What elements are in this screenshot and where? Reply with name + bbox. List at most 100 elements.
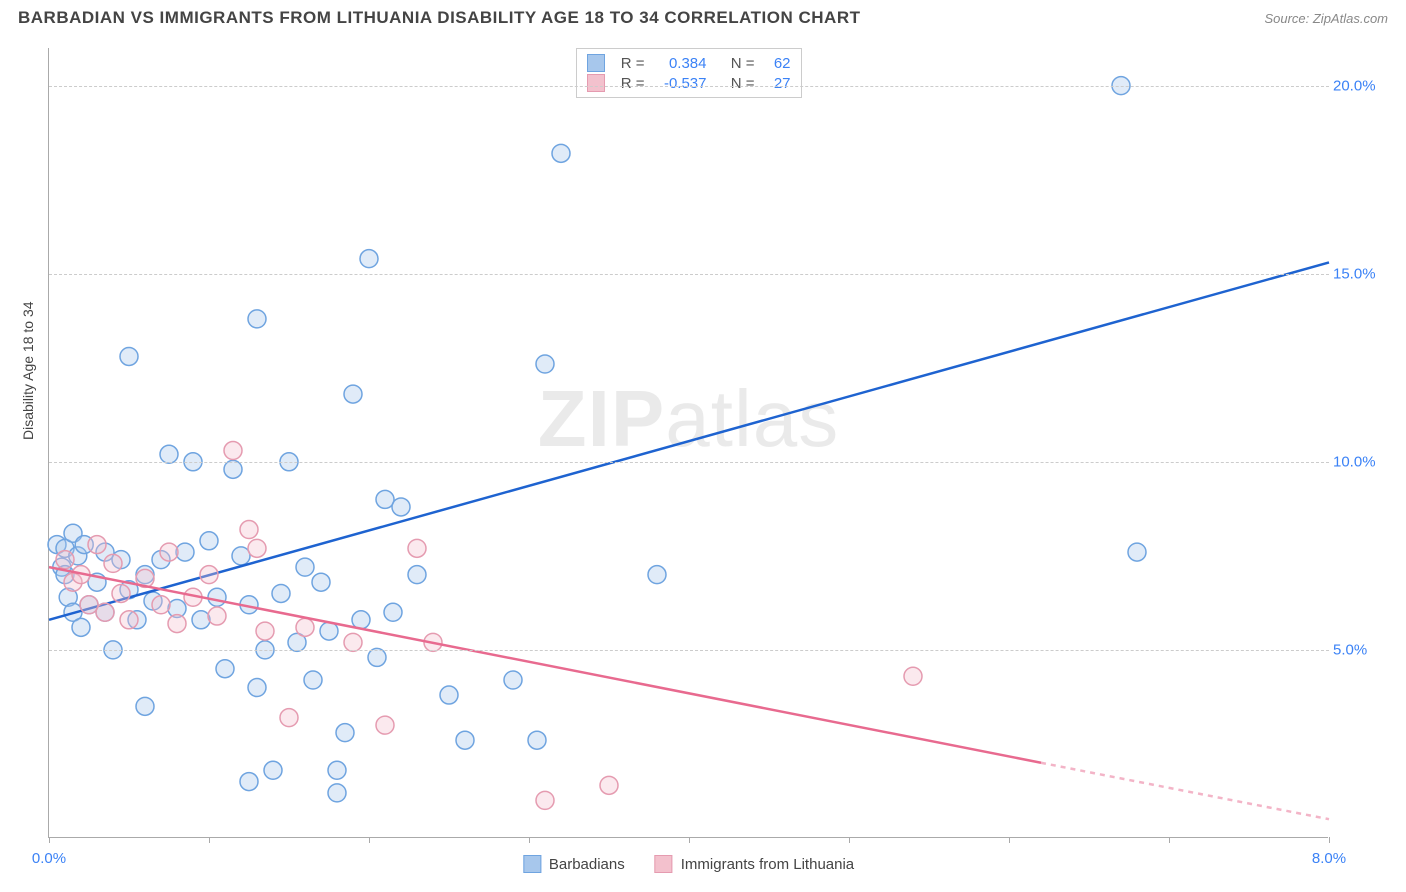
- data-point: [440, 686, 458, 704]
- data-point: [456, 731, 474, 749]
- data-point: [336, 724, 354, 742]
- data-point: [200, 566, 218, 584]
- y-axis-title: Disability Age 18 to 34: [20, 301, 36, 440]
- data-point: [360, 250, 378, 268]
- legend-series-item: Barbadians: [523, 855, 625, 873]
- data-point: [136, 697, 154, 715]
- data-point: [192, 611, 210, 629]
- legend-r-label: R =: [611, 75, 645, 92]
- data-point: [96, 603, 114, 621]
- data-point: [112, 584, 130, 602]
- x-tick: [369, 837, 370, 843]
- data-point: [160, 543, 178, 561]
- data-point: [256, 622, 274, 640]
- data-point: [224, 442, 242, 460]
- data-point: [368, 648, 386, 666]
- data-point: [528, 731, 546, 749]
- data-point: [648, 566, 666, 584]
- data-point: [80, 596, 98, 614]
- legend-swatch: [587, 54, 605, 72]
- data-point: [376, 716, 394, 734]
- data-point: [240, 773, 258, 791]
- data-point: [328, 784, 346, 802]
- source-label: Source: ZipAtlas.com: [1264, 11, 1388, 26]
- legend-r-label: R =: [611, 55, 645, 72]
- data-point: [120, 347, 138, 365]
- trend-line-extrapolated: [1041, 763, 1329, 819]
- x-tick: [529, 837, 530, 843]
- legend-n-label: N =: [721, 55, 755, 72]
- legend-swatch: [655, 855, 673, 873]
- trend-line: [49, 262, 1329, 619]
- legend-correlation-row: R = -0.537 N = 27: [587, 73, 791, 93]
- x-tick: [1329, 837, 1330, 843]
- x-tick: [1009, 837, 1010, 843]
- data-point: [120, 611, 138, 629]
- grid-line: [49, 86, 1329, 87]
- data-point: [200, 532, 218, 550]
- y-tick-label: 15.0%: [1333, 265, 1388, 282]
- y-tick-label: 20.0%: [1333, 77, 1388, 94]
- data-point: [72, 618, 90, 636]
- legend-series-item: Immigrants from Lithuania: [655, 855, 854, 873]
- legend-series-label: Barbadians: [549, 856, 625, 873]
- data-point: [344, 385, 362, 403]
- data-point: [248, 679, 266, 697]
- chart-title: BARBADIAN VS IMMIGRANTS FROM LITHUANIA D…: [18, 8, 861, 28]
- x-tick: [1169, 837, 1170, 843]
- data-point: [272, 584, 290, 602]
- legend-series-label: Immigrants from Lithuania: [681, 856, 854, 873]
- data-point: [536, 791, 554, 809]
- data-point: [168, 615, 186, 633]
- data-point: [208, 588, 226, 606]
- data-point: [600, 776, 618, 794]
- legend-correlation: R = 0.384 N = 62 R = -0.537 N = 27: [576, 48, 802, 98]
- x-tick: [49, 837, 50, 843]
- legend-series: Barbadians Immigrants from Lithuania: [523, 855, 854, 873]
- title-bar: BARBADIAN VS IMMIGRANTS FROM LITHUANIA D…: [0, 0, 1406, 28]
- data-point: [408, 566, 426, 584]
- x-tick: [209, 837, 210, 843]
- data-point: [104, 554, 122, 572]
- legend-swatch: [523, 855, 541, 873]
- data-point: [88, 536, 106, 554]
- data-point: [536, 355, 554, 373]
- legend-n-value: 27: [761, 75, 791, 92]
- y-tick-label: 10.0%: [1333, 453, 1388, 470]
- data-point: [208, 607, 226, 625]
- data-point: [376, 490, 394, 508]
- legend-correlation-row: R = 0.384 N = 62: [587, 53, 791, 73]
- data-point: [296, 618, 314, 636]
- data-point: [280, 709, 298, 727]
- data-point: [216, 660, 234, 678]
- x-tick-label: 8.0%: [1312, 850, 1346, 867]
- legend-n-value: 62: [761, 55, 791, 72]
- legend-r-value: 0.384: [651, 55, 707, 72]
- legend-r-value: -0.537: [651, 75, 707, 92]
- x-tick: [689, 837, 690, 843]
- legend-n-label: N =: [721, 75, 755, 92]
- data-point: [1128, 543, 1146, 561]
- data-point: [552, 144, 570, 162]
- data-point: [312, 573, 330, 591]
- grid-line: [49, 462, 1329, 463]
- data-point: [248, 539, 266, 557]
- data-point: [248, 310, 266, 328]
- x-tick: [849, 837, 850, 843]
- data-point: [232, 547, 250, 565]
- grid-line: [49, 274, 1329, 275]
- data-point: [904, 667, 922, 685]
- data-point: [296, 558, 314, 576]
- data-point: [160, 445, 178, 463]
- scatter-plot: [49, 48, 1329, 838]
- data-point: [264, 761, 282, 779]
- data-point: [152, 596, 170, 614]
- data-point: [224, 460, 242, 478]
- data-point: [504, 671, 522, 689]
- data-point: [352, 611, 370, 629]
- y-tick-label: 5.0%: [1333, 641, 1388, 658]
- data-point: [392, 498, 410, 516]
- grid-line: [49, 650, 1329, 651]
- data-point: [328, 761, 346, 779]
- data-point: [304, 671, 322, 689]
